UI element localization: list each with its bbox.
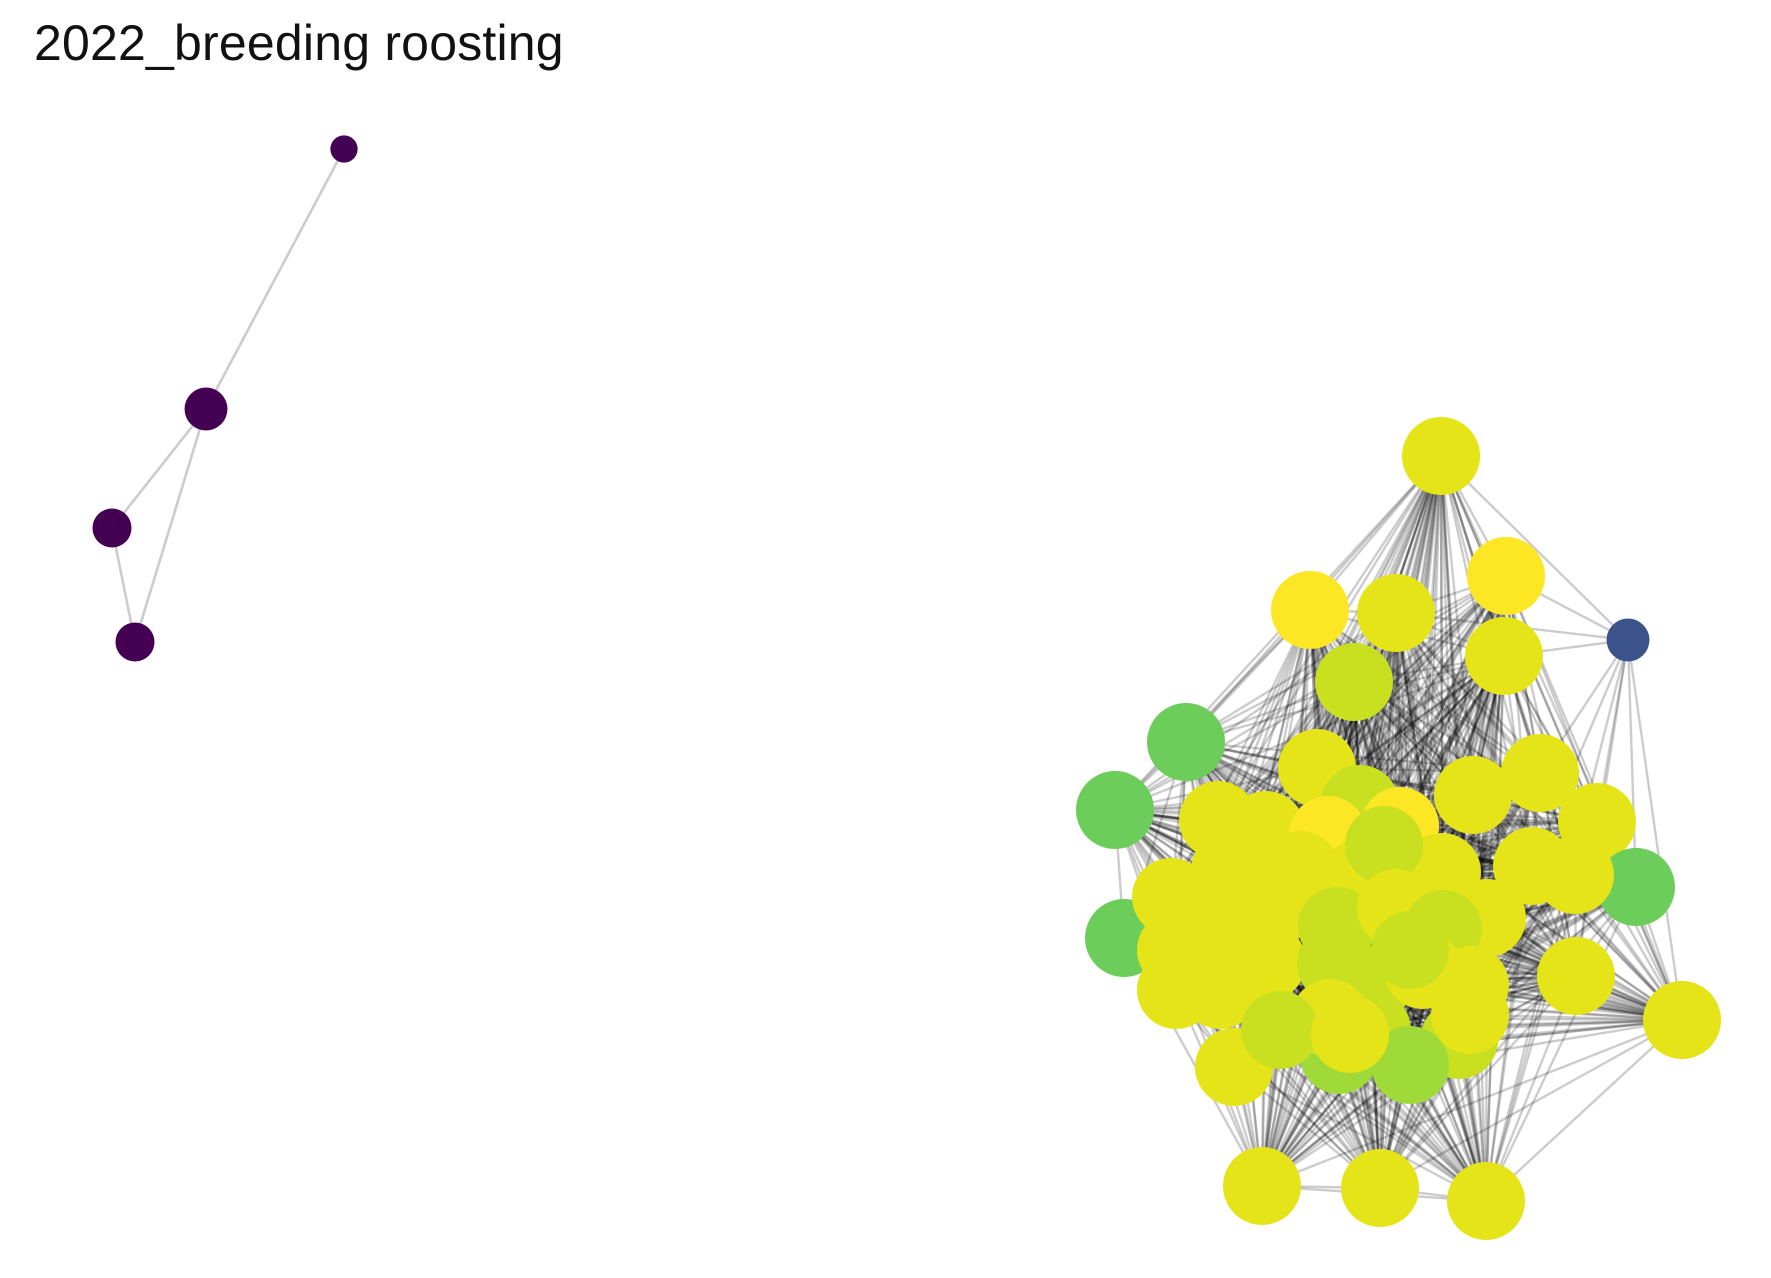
network-node-b15 [1597, 848, 1675, 926]
network-edge [1261, 1018, 1683, 1188]
network-node-b52 [1536, 836, 1614, 914]
network-node-b58 [1311, 995, 1389, 1073]
network-edge [133, 408, 208, 643]
network-edge [1484, 886, 1638, 1202]
network-node-b55 [1223, 1147, 1301, 1225]
network-node-b57 [1447, 1162, 1525, 1240]
network-edge [1309, 609, 1474, 796]
network-node-b38 [1228, 923, 1306, 1001]
network-edge [1484, 639, 1630, 1202]
network-edge [1233, 1065, 1487, 1203]
network-edge [1352, 455, 1443, 683]
network-edge [110, 408, 208, 529]
network-edge [1530, 639, 1630, 867]
network-edge [1394, 612, 1534, 867]
network-edge [1485, 1019, 1683, 1202]
network-node-a1 [330, 135, 358, 163]
network-node-a4 [115, 622, 155, 662]
network-edge [1358, 575, 1508, 805]
network-node-b56 [1341, 1149, 1419, 1227]
network-edge [1185, 611, 1397, 744]
network-node-b6 [1465, 617, 1543, 695]
network-edge [1626, 639, 1638, 888]
network-edge [1114, 680, 1355, 812]
network-edge [204, 148, 346, 410]
network-node-b44 [1537, 937, 1615, 1015]
network-edge [1626, 639, 1684, 1021]
network-edge [1484, 975, 1578, 1202]
network-node-b2 [1467, 537, 1545, 615]
network-edge [1398, 575, 1508, 827]
network-edge [1379, 886, 1637, 1189]
network-node-b13 [1501, 734, 1579, 812]
network-node-b27 [1345, 806, 1423, 884]
network-node-b51 [1431, 976, 1509, 1054]
plot-title: 2022_breeding roosting [34, 15, 564, 71]
network-node-b50 [1371, 911, 1449, 989]
network-edge [1484, 874, 1577, 1202]
network-node-b1 [1402, 417, 1480, 495]
network-edge [1439, 455, 1542, 774]
network-edge [1379, 1018, 1683, 1190]
network-edge [1316, 575, 1507, 769]
network-node-b9 [1076, 771, 1154, 849]
network-node-b4 [1357, 574, 1435, 652]
network-node-a2 [184, 387, 228, 431]
nodes-layer [92, 135, 1721, 1240]
network-node-b12 [1434, 756, 1512, 834]
network-node-b24 [1191, 831, 1269, 909]
network-node-b8 [1147, 703, 1225, 781]
network-edge [1114, 609, 1311, 811]
network-node-b7 [1315, 643, 1393, 721]
network-edge [1395, 612, 1683, 1021]
network-node-b46 [1371, 1026, 1449, 1104]
network-edge [1440, 455, 1629, 641]
network-node-b3 [1271, 571, 1349, 649]
network-node-a3 [92, 508, 132, 548]
network-node-b54 [1643, 981, 1721, 1059]
network-edge [1379, 975, 1577, 1189]
network-edge [1309, 609, 1541, 774]
network-edge [1382, 455, 1443, 846]
network-node-b53 [1241, 991, 1319, 1069]
network-edge [1122, 455, 1443, 939]
network-node-b5 [1606, 618, 1650, 662]
network-edge [1439, 455, 1489, 919]
